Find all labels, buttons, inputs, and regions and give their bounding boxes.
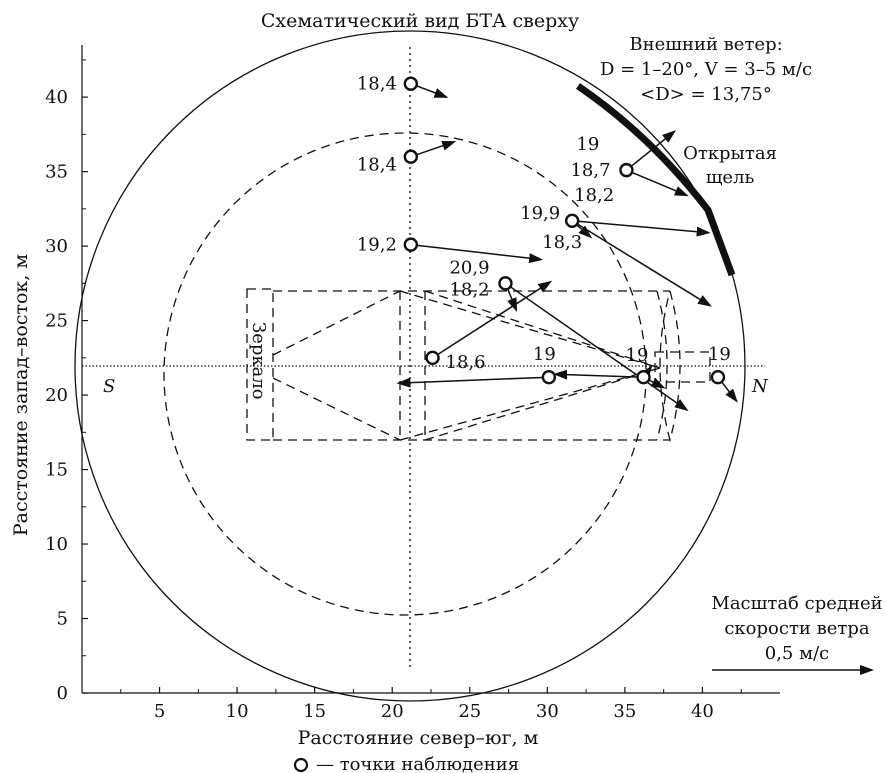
scale-text-line3: 0,5 м/с <box>765 643 830 664</box>
y-tick-label: 10 <box>45 534 68 555</box>
focus-box <box>654 351 711 383</box>
y-tick-label: 0 <box>57 683 68 704</box>
y-tick-label: 15 <box>45 460 68 481</box>
legend-marker <box>293 757 309 773</box>
beam-3 <box>424 290 661 369</box>
y-tick-label: 40 <box>45 87 68 108</box>
open-slit-arc <box>576 83 736 277</box>
beam-4 <box>424 367 661 441</box>
telescope-schematic <box>246 288 711 443</box>
y-tick-label: 35 <box>45 162 68 183</box>
point-label: 19 <box>533 344 556 365</box>
y-tick-label: 20 <box>45 385 68 406</box>
point-label: 19 <box>576 134 599 155</box>
point-label: 19,2 <box>357 235 397 256</box>
y-axis-title: Расстояние запад–восток, м <box>10 254 32 537</box>
y-ticks: 0 5 10 15 20 25 30 35 40 <box>45 59 88 704</box>
tube-end-ellipse <box>659 290 681 443</box>
x-tick-label: 25 <box>458 701 481 722</box>
beam-1 <box>272 290 401 356</box>
beam-6 <box>399 367 661 441</box>
wind-text-line3: <D> = 13,75° <box>640 84 772 105</box>
point-label: 18,6 <box>446 352 486 373</box>
slit-label-line1: Открытая <box>683 143 777 164</box>
point-label: 18,3 <box>542 232 582 253</box>
point-labels: 18,418,419,21918,719,918,218,320,918,218… <box>357 74 731 373</box>
south-label: S <box>103 376 115 397</box>
observation-point <box>498 276 513 291</box>
observation-point <box>403 237 419 252</box>
point-label: 18,2 <box>574 185 614 206</box>
point-label: 19 <box>626 345 649 366</box>
point-label: 18,2 <box>449 279 489 300</box>
beam-5 <box>399 290 661 369</box>
y-tick-label: 25 <box>45 311 68 332</box>
beam-2 <box>272 377 401 441</box>
wind-text-line1: Внешний ветер: <box>629 34 782 55</box>
observation-point <box>425 350 440 366</box>
x-tick-label: 40 <box>691 701 714 722</box>
observation-point <box>541 369 557 385</box>
observation-point <box>636 369 651 385</box>
point-label: 20,9 <box>449 257 489 278</box>
north-label: N <box>751 376 769 397</box>
x-tick-label: 20 <box>381 701 404 722</box>
mirror-label: Зеркало <box>248 322 269 400</box>
wind-text-line2: D = 1–20°, V = 3–5 м/с <box>600 59 812 80</box>
slit-label-line2: щель <box>706 167 755 188</box>
x-tick-label: 5 <box>154 701 165 722</box>
point-label: 18,7 <box>570 160 610 181</box>
point-label: 18,4 <box>357 74 397 95</box>
wind-vector <box>410 140 457 158</box>
point-label: 18,4 <box>357 155 397 176</box>
wind-vector <box>396 376 549 388</box>
x-ticks: 5 10 15 20 25 30 35 40 <box>120 687 742 722</box>
x-tick-label: 30 <box>536 701 559 722</box>
wind-vector <box>625 130 677 171</box>
point-label: 19 <box>708 344 731 365</box>
y-tick-label: 5 <box>57 609 68 630</box>
observation-point <box>710 369 726 385</box>
wind-vector <box>626 169 689 197</box>
observation-point <box>403 76 419 91</box>
observation-point <box>619 162 634 178</box>
wind-vector <box>572 220 711 237</box>
mirror-frame <box>246 288 274 441</box>
wind-vector <box>571 220 712 307</box>
wind-vector <box>505 282 689 412</box>
scale-text-line2: скорости ветра <box>724 618 870 639</box>
tube-end-ellipse-2 <box>656 290 668 441</box>
x-tick-label: 35 <box>613 701 636 722</box>
scale-text-line1: Масштаб средней <box>711 593 882 614</box>
y-tick-label: 30 <box>45 236 68 257</box>
wind-vector <box>410 243 544 264</box>
x-axis-title: Расстояние север–юг, м <box>298 727 539 749</box>
observation-point <box>564 213 580 228</box>
chart-title: Схематический вид БТА сверху <box>261 10 579 32</box>
wind-vector <box>553 369 644 380</box>
observation-points <box>403 76 726 385</box>
x-tick-label: 10 <box>226 701 249 722</box>
x-tick-label: 15 <box>303 701 326 722</box>
observation-point <box>403 149 419 164</box>
point-label: 19,9 <box>520 203 560 224</box>
wind-vector <box>432 280 553 359</box>
legend-text: — точки наблюдения <box>316 754 519 773</box>
